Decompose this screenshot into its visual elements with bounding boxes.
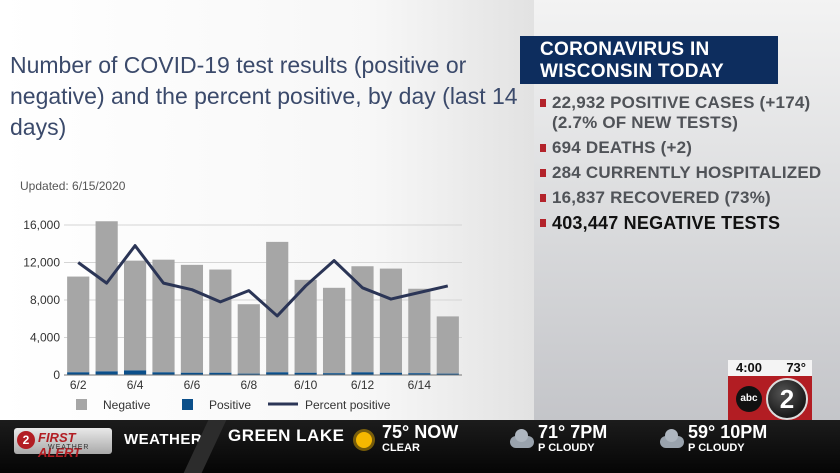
bar-negative (408, 288, 431, 374)
forecast-condition: P CLOUDY (538, 442, 595, 454)
bar-positive (436, 373, 459, 375)
forecast-condition: CLEAR (382, 442, 420, 454)
bar-negative (436, 316, 459, 374)
abc-logo-icon: abc (736, 386, 762, 412)
x-tick-label: 6/8 (240, 378, 257, 392)
bar-positive (152, 372, 175, 375)
stat-text: 22,932 POSITIVE CASES (+174)(2.7% OF NEW… (552, 93, 811, 132)
bar-positive (266, 372, 289, 375)
bar-positive (379, 372, 403, 375)
legend-label: Percent positive (305, 398, 391, 412)
x-tick-label: 6/12 (351, 378, 375, 392)
stat-text: 403,447 NEGATIVE TESTS (552, 213, 781, 233)
x-tick-label: 6/14 (408, 378, 432, 392)
bar-negative (237, 304, 260, 374)
percent-positive-line (77, 244, 449, 318)
legend-swatch (76, 399, 87, 410)
stat-text: 284 CURRENTLY HOSPITALIZED (552, 163, 822, 182)
first-alert-text: FIRST ALERT (38, 430, 82, 460)
bar-negative (266, 241, 289, 373)
bar-negative (67, 276, 90, 373)
bar-positive (351, 372, 374, 375)
updated-date: Updated: 6/15/2020 (20, 179, 126, 193)
weather-ticker: 2 FIRST ALERT WEATHER WEATHER GREEN LAKE… (0, 420, 840, 473)
cloud-icon (508, 428, 534, 452)
y-tick-label: 16,000 (23, 218, 60, 232)
bar-positive (95, 371, 118, 375)
bar-positive (209, 372, 232, 375)
bar-positive (67, 372, 90, 375)
chart-panel: Number of COVID-19 test results (positiv… (0, 0, 534, 420)
forecast-main: 71° 7PM (538, 422, 608, 442)
weather-section-label: WEATHER (124, 431, 203, 448)
y-tick-label: 12,000 (23, 256, 60, 270)
y-tick-label: 8,000 (30, 293, 60, 307)
stat-deaths: 694 DEATHS (+2) (540, 138, 830, 158)
bar-positive (294, 372, 317, 375)
x-tick-label: 6/2 (70, 378, 87, 392)
bar-positive (322, 373, 346, 375)
bar-line-chart: 0 4,000 8,000 12,000 16,000 6/2 6/4 6/6 6/8 6/10 6… (23, 218, 462, 412)
legend-swatch (182, 399, 193, 410)
first-alert-logo: 2 FIRST ALERT WEATHER (14, 428, 112, 460)
forecast-main: 75° NOW (382, 422, 459, 442)
news-title-box: CORONAVIRUS IN WISCONSIN TODAY (520, 36, 778, 84)
y-tick-label: 0 (53, 368, 60, 382)
bullet-icon (540, 194, 546, 202)
x-tick-label: 6/10 (294, 378, 318, 392)
clock-temp: 73° (786, 360, 806, 375)
stat-recovered: 16,837 RECOVERED (73%) (540, 188, 830, 208)
stat-text: 694 DEATHS (+2) (552, 138, 693, 157)
bar-negative (379, 268, 403, 373)
bar-negative (209, 269, 232, 373)
y-tick-label: 4,000 (30, 331, 60, 345)
station-logo: abc 2 (728, 376, 812, 420)
stat-list: 22,932 POSITIVE CASES (+174)(2.7% OF NEW… (540, 93, 830, 238)
bar-negative (123, 260, 147, 371)
forecast-location: GREEN LAKE (228, 426, 345, 445)
news-title-line-1: CORONAVIRUS IN (540, 39, 710, 60)
clock-box: 4:00 73° (728, 360, 812, 376)
bar-negative (322, 287, 346, 374)
stat-hospitalized: 284 CURRENTLY HOSPITALIZED (540, 163, 830, 183)
forecast-condition: P CLOUDY (688, 442, 745, 454)
sun-icon (352, 428, 378, 452)
clock-time: 4:00 (736, 360, 763, 375)
bar-negative (351, 266, 374, 373)
channel-logo-icon: 2 (766, 378, 808, 420)
bar-negative (152, 259, 175, 373)
legend-label: Negative (103, 398, 151, 412)
bar-negative (180, 264, 204, 373)
stat-positive-cases: 22,932 POSITIVE CASES (+174)(2.7% OF NEW… (540, 93, 830, 133)
bullet-icon (540, 169, 546, 177)
bullet-icon (540, 144, 546, 152)
first-alert-sub: WEATHER (48, 444, 90, 451)
bar-positive (237, 373, 260, 375)
stat-text: 16,837 RECOVERED (73%) (552, 188, 771, 207)
x-tick-label: 6/4 (127, 378, 144, 392)
bullet-icon (540, 99, 546, 107)
x-tick-label: 6/6 (184, 378, 201, 392)
bar-positive (180, 372, 204, 375)
chart-title: Number of COVID-19 test results (positiv… (10, 52, 518, 140)
bullet-icon (540, 219, 546, 227)
legend-label: Positive (209, 398, 251, 412)
channel-badge-icon: 2 (17, 431, 35, 449)
bar-positive (408, 373, 431, 375)
news-title-line-2: WISCONSIN TODAY (540, 61, 724, 82)
bar-negative (95, 221, 118, 372)
forecast-main: 59° 10PM (688, 422, 768, 442)
bar-positive (123, 370, 147, 375)
bar-negative (294, 279, 317, 373)
stat-negative-tests: 403,447 NEGATIVE TESTS (540, 213, 830, 233)
cloud-icon (658, 428, 684, 452)
